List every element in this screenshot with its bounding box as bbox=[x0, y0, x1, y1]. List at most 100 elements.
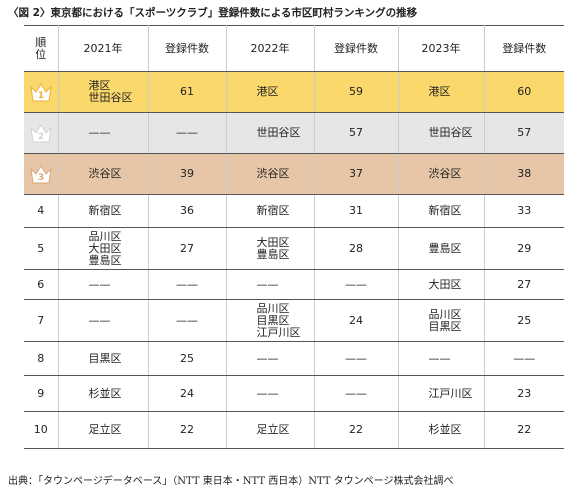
cell-line: 目黒区 bbox=[88, 351, 122, 365]
count-value: 28 bbox=[349, 241, 363, 255]
rank-number: 3 bbox=[38, 173, 44, 183]
cell-line: 渋谷区 bbox=[88, 167, 122, 180]
cell-line: 港区 bbox=[256, 85, 279, 98]
table-row: 10 足立区 22 足立区 22 杉並区 22 bbox=[24, 411, 564, 449]
header-text: 2021年 bbox=[83, 41, 123, 55]
count-value: —— bbox=[176, 126, 198, 139]
cell-line: —— bbox=[88, 126, 111, 139]
table-row: 1 港区 世田谷区 61 港区 59 港区 60 bbox=[24, 71, 564, 113]
crown-shape bbox=[30, 83, 52, 102]
cell-line: 大田区 bbox=[256, 235, 290, 249]
area-name-cell: 渋谷区 bbox=[225, 153, 315, 195]
count-cell: 33 bbox=[483, 194, 564, 228]
rank-cell: 6 bbox=[24, 269, 59, 300]
area-name-cell: 世田谷区 bbox=[397, 112, 485, 154]
area-name-cell: 足立区 bbox=[57, 411, 149, 449]
cell-line: 大田区 bbox=[88, 241, 122, 255]
area-name-cell: 渋谷区 bbox=[57, 153, 149, 195]
header-cell: 2023年 bbox=[397, 25, 485, 72]
count-cell: 37 bbox=[313, 153, 399, 195]
cell-line: 世田谷区 bbox=[88, 91, 133, 104]
count-cell: 57 bbox=[313, 112, 399, 154]
count-value: 22 bbox=[180, 423, 194, 436]
count-cell: 60 bbox=[483, 71, 564, 113]
header-cell: 2021年 bbox=[57, 25, 149, 72]
table-row: 8 目黒区 25 —— —— —— —— bbox=[24, 341, 564, 376]
cell-line: 位 bbox=[35, 47, 47, 61]
header-row: 順位 2021年 登録件数 2022年 登録件数 2023年 登録件数 bbox=[24, 25, 564, 72]
count-cell: 23 bbox=[483, 375, 564, 412]
count-cell: —— bbox=[313, 375, 399, 412]
rank-cell: 9 bbox=[24, 375, 59, 412]
cell-line: 江戸川区 bbox=[428, 386, 473, 400]
rank-cell: 4 bbox=[24, 194, 59, 228]
area-name-cell: 新宿区 bbox=[397, 194, 485, 228]
area-name-cell: 江戸川区 bbox=[397, 375, 485, 412]
rank-number: 7 bbox=[37, 313, 45, 327]
header-cell: 2022年 bbox=[225, 25, 315, 72]
count-value: 25 bbox=[180, 351, 194, 365]
ranking-table: 順位 2021年 登録件数 2022年 登録件数 2023年 登録件数 1 港区 世田谷区 61 港区… bbox=[24, 25, 564, 449]
cell-line: —— bbox=[256, 277, 279, 291]
cell-line: 順 bbox=[35, 35, 47, 49]
area-name-cell: 港区 世田谷区 bbox=[57, 71, 149, 113]
area-name-cell: 新宿区 bbox=[57, 194, 149, 228]
count-cell: 22 bbox=[483, 411, 564, 449]
count-value: —— bbox=[345, 386, 367, 400]
count-cell: —— bbox=[313, 341, 399, 376]
cell-line: 足立区 bbox=[256, 423, 290, 436]
cell-line: 品川区 bbox=[256, 301, 290, 315]
rank-cell: 5 bbox=[24, 227, 59, 270]
crown-icon: 3 bbox=[30, 165, 52, 184]
cell-line: 目黒区 bbox=[428, 319, 462, 333]
area-name-cell: —— bbox=[397, 341, 485, 376]
cell-line: —— bbox=[428, 351, 451, 365]
count-value: —— bbox=[176, 277, 198, 291]
rank-cell: 7 bbox=[24, 299, 59, 342]
cell-line: 新宿区 bbox=[88, 204, 122, 217]
count-value: —— bbox=[345, 277, 367, 291]
count-cell: 39 bbox=[147, 153, 227, 195]
table-row: 4 新宿区 36 新宿区 31 新宿区 33 bbox=[24, 194, 564, 228]
count-value: —— bbox=[513, 351, 536, 365]
count-cell: 31 bbox=[313, 194, 399, 228]
area-name-cell: —— bbox=[225, 341, 315, 376]
area-name-cell: 港区 bbox=[225, 71, 315, 113]
count-cell: —— bbox=[147, 299, 227, 342]
header-text: 登録件数 bbox=[334, 41, 378, 55]
area-name-cell: —— bbox=[225, 375, 315, 412]
cell-line: 杉並区 bbox=[428, 423, 462, 436]
area-name-cell: 世田谷区 bbox=[225, 112, 315, 154]
rank-number: 2 bbox=[38, 132, 44, 142]
cell-line: 大田区 bbox=[428, 277, 462, 291]
cell-line: 豊島区 bbox=[88, 253, 122, 267]
count-value: 22 bbox=[517, 423, 532, 436]
count-cell: 27 bbox=[147, 227, 227, 270]
cell-line: 新宿区 bbox=[428, 204, 462, 217]
count-value: 37 bbox=[349, 167, 363, 180]
cell-line: 港区 bbox=[88, 79, 111, 92]
count-value: 38 bbox=[517, 167, 532, 180]
rank-number: 6 bbox=[37, 277, 45, 291]
area-name-cell: 豊島区 bbox=[397, 227, 485, 270]
rank-number: 10 bbox=[33, 423, 48, 436]
count-cell: 36 bbox=[147, 194, 227, 228]
area-name-cell: 品川区 目黒区 江戸川区 bbox=[225, 299, 315, 342]
area-name-cell: —— bbox=[225, 269, 315, 300]
rank-cell: 10 bbox=[24, 411, 59, 449]
count-value: 31 bbox=[349, 204, 363, 217]
count-value: —— bbox=[176, 313, 198, 327]
count-value: 23 bbox=[517, 386, 532, 400]
cell-line: 豊島区 bbox=[428, 241, 462, 255]
count-value: 39 bbox=[180, 167, 194, 180]
area-name-cell: 杉並区 bbox=[57, 375, 149, 412]
cell-line: —— bbox=[256, 386, 279, 400]
rank-cell: 1 bbox=[24, 71, 59, 113]
source-note: 出典：「タウンページデータベース」（NTT 東日本・NTT 西日本）NTT タウ… bbox=[8, 476, 454, 487]
count-value: 24 bbox=[349, 313, 363, 327]
count-value: 60 bbox=[517, 85, 532, 98]
count-cell: 61 bbox=[147, 71, 227, 113]
count-cell: —— bbox=[147, 112, 227, 154]
rank-number: 9 bbox=[37, 386, 45, 400]
